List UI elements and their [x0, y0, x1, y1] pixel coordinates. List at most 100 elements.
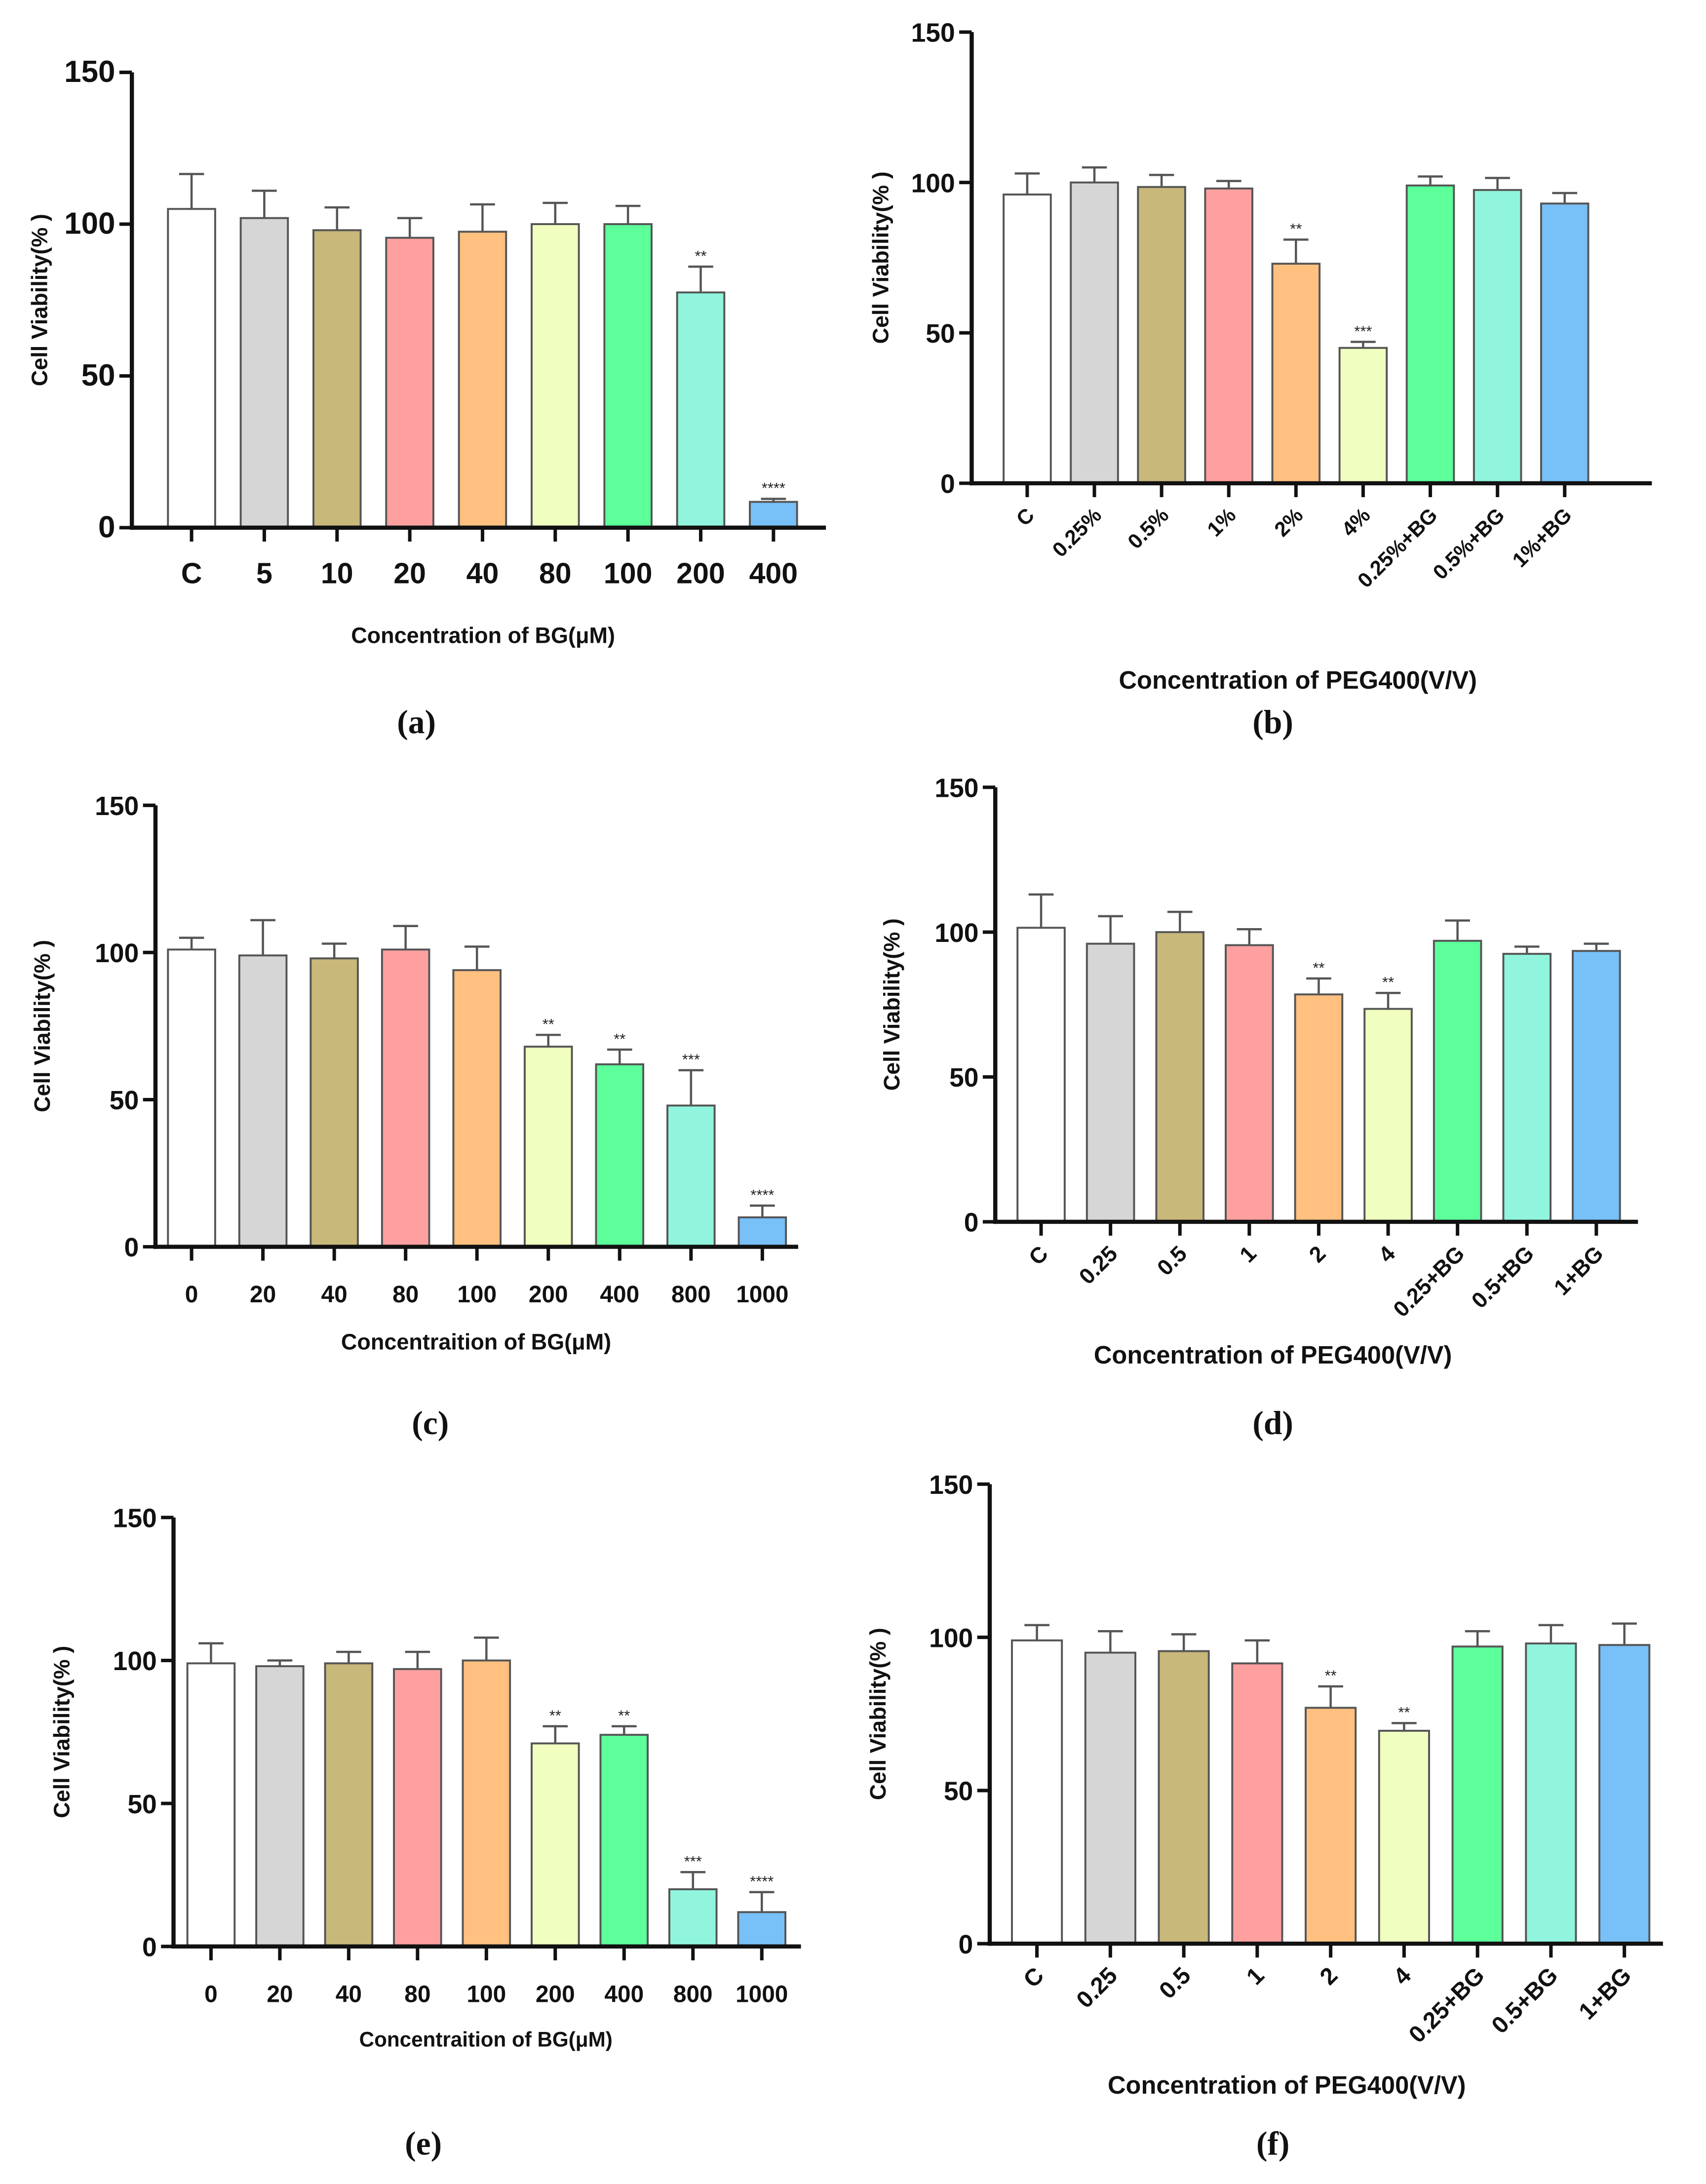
chart-panel-c: 0 20 40 80 100 ** 200 ** 400 *** 800 **** 1000 0 50 100… [30, 792, 798, 1442]
chart-panel-a: C 5 10 20 40 80 100 ** 200 **** 400 0 50 100 150 Cell V… [27, 55, 826, 741]
y-tick-label: 0 [124, 1233, 139, 1262]
bar [1378, 1729, 1430, 1945]
x-tick-label: 5 [256, 557, 272, 589]
y-axis-title: Cell Viability(% ) [27, 214, 52, 386]
x-tick-label: 10 [321, 557, 353, 589]
x-tick-label: 0.5% [1123, 504, 1173, 553]
bar [737, 1216, 787, 1248]
x-tick-label: 2 [1315, 1962, 1343, 1990]
x-tick-label: 40 [321, 1282, 348, 1308]
bar [1433, 939, 1482, 1223]
x-tick-label: 0.25 [1072, 1962, 1123, 2013]
x-tick-label: 1+BG [1549, 1241, 1608, 1300]
significance-label: ** [614, 1030, 625, 1048]
y-axis-title: Cell Viability(% ) [49, 1646, 75, 1818]
x-tick-label: 1% [1202, 504, 1240, 541]
x-tick-label: 100 [457, 1282, 497, 1308]
bar [737, 1911, 787, 1948]
x-tick-label: 4 [1373, 1241, 1400, 1267]
y-tick-label: 150 [929, 1471, 973, 1500]
x-tick-label: 800 [671, 1282, 711, 1308]
significance-label: *** [682, 1051, 700, 1068]
bar [1231, 1662, 1283, 1945]
y-tick-label: 50 [127, 1790, 156, 1819]
bar [238, 954, 288, 1248]
x-tick-label: 100 [604, 557, 653, 589]
x-tick-label: 400 [600, 1282, 639, 1308]
bar [1155, 931, 1205, 1223]
panel-caption: (f) [1256, 2125, 1289, 2162]
panel-caption: (c) [412, 1404, 449, 1442]
x-tick-label: 1+BG [1574, 1962, 1637, 2025]
x-tick-label: 0.5 [1152, 1241, 1192, 1280]
chart-panel-f: C 0.25 0.5 1 ** 2 ** 40.25+BG0.5+BG 1+BG 0 50 100 15… [865, 1471, 1663, 2162]
bar [603, 223, 653, 529]
bar [324, 1662, 374, 1948]
significance-label: ** [695, 247, 706, 265]
bar [1572, 950, 1621, 1223]
x-tick-label: 200 [536, 1981, 575, 2007]
bar [1405, 184, 1455, 484]
y-axis-title: Cell Viability(% ) [865, 1628, 891, 1800]
y-tick-label: 0 [964, 1209, 979, 1238]
x-tick-label: 2 [1304, 1241, 1331, 1267]
bar [1525, 1642, 1577, 1945]
y-tick-label: 100 [911, 169, 955, 198]
x-tick-label: 200 [529, 1282, 568, 1308]
x-tick-label: 80 [539, 557, 572, 589]
panel-caption: (a) [397, 703, 436, 741]
significance-label: *** [684, 1853, 702, 1870]
bar [1011, 1639, 1063, 1945]
significance-label: ** [549, 1707, 561, 1724]
x-tick-label: 1000 [736, 1282, 788, 1308]
y-axis-title: Cell Viability(% ) [30, 940, 55, 1112]
x-tick-label: 0.25+BG [1388, 1241, 1469, 1322]
bar [462, 1659, 511, 1948]
x-tick-label: 20 [393, 557, 426, 589]
y-tick-label: 50 [81, 358, 116, 392]
x-tick-label: 200 [676, 557, 725, 589]
x-tick-label: 20 [267, 1981, 293, 2007]
bar [1502, 953, 1552, 1223]
significance-label: ** [543, 1015, 554, 1033]
bar [749, 501, 798, 529]
bar [668, 1888, 718, 1948]
x-tick-label: 80 [404, 1981, 430, 2007]
y-tick-label: 50 [110, 1086, 139, 1115]
x-tick-label: 1%+BG [1508, 504, 1576, 572]
chart-panel-b: C 0.25% 0.5% 1%**2%***4%0.25%+BG0.5%+BG1%+B… [868, 19, 1652, 741]
x-tick-label: C [1018, 1962, 1049, 1993]
y-tick-label: 50 [949, 1063, 978, 1092]
bar [1016, 927, 1066, 1223]
x-tick-label: 100 [466, 1981, 506, 2007]
x-tick-label: C [181, 557, 202, 589]
x-tick-label: 400 [604, 1981, 644, 2007]
y-tick-label: 100 [95, 939, 139, 968]
x-tick-label: 1000 [736, 1981, 788, 2007]
x-tick-label: 1 [1241, 1962, 1269, 1990]
significance-label: ** [1382, 974, 1394, 991]
y-axis-title: Cell Viability(% ) [868, 171, 893, 344]
bar [312, 229, 362, 529]
significance-label: *** [1354, 322, 1372, 340]
bar [1225, 944, 1274, 1223]
x-tick-label: 4 [1389, 1962, 1417, 1990]
y-tick-label: 150 [113, 1504, 157, 1533]
x-tick-label: 4% [1337, 504, 1374, 541]
x-tick-label: 2% [1270, 504, 1307, 541]
x-tick-label: 0.5%+BG [1429, 504, 1509, 584]
significance-label: **** [762, 479, 785, 497]
bar [531, 223, 580, 529]
bar [385, 236, 434, 529]
bar [523, 1046, 573, 1248]
bar [167, 948, 216, 1248]
bar [599, 1734, 649, 1948]
significance-label: **** [750, 1186, 774, 1204]
significance-label: ** [1313, 959, 1324, 976]
significance-label: ** [1325, 1667, 1337, 1684]
chart-panel-e: 0 20 40 80 100 ** 200 ** 400 *** 800 **** 1000 0 50 100… [49, 1504, 801, 2162]
bar [676, 291, 726, 529]
bar [1294, 993, 1344, 1223]
bar [666, 1104, 716, 1248]
bar [1338, 347, 1388, 484]
